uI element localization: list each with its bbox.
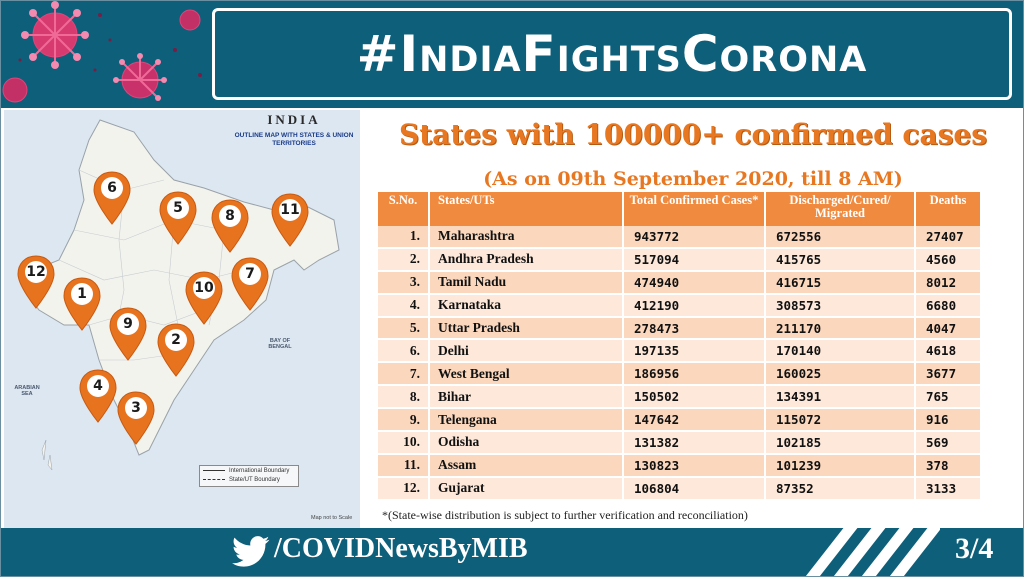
table-row: 6. Delhi 197135 170140 4618 (378, 339, 982, 364)
col-deaths: Deaths (915, 192, 982, 226)
cases-table: S.No. States/UTs Total Confirmed Cases* … (378, 192, 982, 501)
solid-line-icon (203, 470, 225, 471)
map-legend: International Boundary State/UT Boundary (199, 465, 299, 487)
page-title: #IndiaFightsCorona (356, 25, 868, 83)
main-heading: States with 100000+ confirmed cases (399, 118, 987, 151)
table-row: 1. Maharashtra 943772 672556 27407 (378, 226, 982, 249)
india-outline-map (4, 110, 360, 530)
map-pin-9: 9 (108, 306, 148, 362)
map-pin-2: 2 (156, 322, 196, 378)
table-header-row: S.No. States/UTs Total Confirmed Cases* … (378, 192, 982, 226)
map-pin-3: 3 (116, 390, 156, 446)
col-state: States/UTs (429, 192, 624, 226)
scale-note: Map not to Scale (311, 515, 353, 521)
dashed-line-icon (203, 479, 225, 480)
table-row: 2. Andhra Pradesh 517094 415765 4560 (378, 247, 982, 272)
col-confirmed: Total Confirmed Cases* (623, 192, 766, 226)
map-pin-6: 6 (92, 170, 132, 226)
map-pin-8: 8 (210, 198, 250, 254)
header-bar: #IndiaFightsCorona (0, 0, 1024, 108)
table-row: 4. Karnataka 412190 308573 6680 (378, 293, 982, 318)
col-discharged: Discharged/Cured/ Migrated (765, 192, 916, 226)
table-row: 7. West Bengal 186956 160025 3677 (378, 362, 982, 387)
map-pin-5: 5 (158, 190, 198, 246)
map-pin-10: 10 (184, 270, 224, 326)
map-pin-12: 12 (16, 254, 56, 310)
footnote: *(State-wise distribution is subject to … (382, 508, 748, 522)
title-banner: #IndiaFightsCorona (212, 8, 1012, 100)
table-row: 11. Assam 130823 101239 378 (378, 453, 982, 478)
legend-international: International Boundary (200, 466, 298, 475)
table-row: 3. Tamil Nadu 474940 416715 8012 (378, 270, 982, 295)
map-pin-4: 4 (78, 368, 118, 424)
map-pin-7: 7 (230, 256, 270, 312)
social-handle: /COVIDNewsByMIB (274, 533, 528, 564)
decorative-stripes (780, 528, 940, 577)
legend-state: State/UT Boundary (200, 475, 298, 484)
map-subtitle: OUTLINE MAP WITH STATES & UNION TERRITOR… (234, 132, 354, 147)
table-row: 8. Bihar 150502 134391 765 (378, 385, 982, 410)
col-sno: S.No. (378, 192, 430, 226)
map-pin-11: 11 (270, 192, 310, 248)
table-row: 9. Telengana 147642 115072 916 (378, 408, 982, 433)
date-subheading: (As on 09th September 2020, till 8 AM) (483, 168, 903, 190)
bay-of-bengal-label: BAY OF BENGAL (268, 338, 292, 350)
table-row: 5. Uttar Pradesh 278473 211170 4047 (378, 316, 982, 341)
india-map: INDIA OUTLINE MAP WITH STATES & UNION TE… (4, 110, 360, 530)
twitter-bird-icon (232, 536, 270, 567)
arabian-sea-label: ARABIAN SEA (14, 385, 40, 397)
table-row: 12. Gujarat 106804 87352 3133 (378, 476, 982, 501)
map-title: INDIA (267, 112, 321, 127)
page-number: 3/4 (955, 532, 994, 565)
table-row: 10. Odisha 131382 102185 569 (378, 431, 982, 455)
coronavirus-illustration (0, 0, 230, 108)
map-pin-1: 1 (62, 276, 102, 332)
